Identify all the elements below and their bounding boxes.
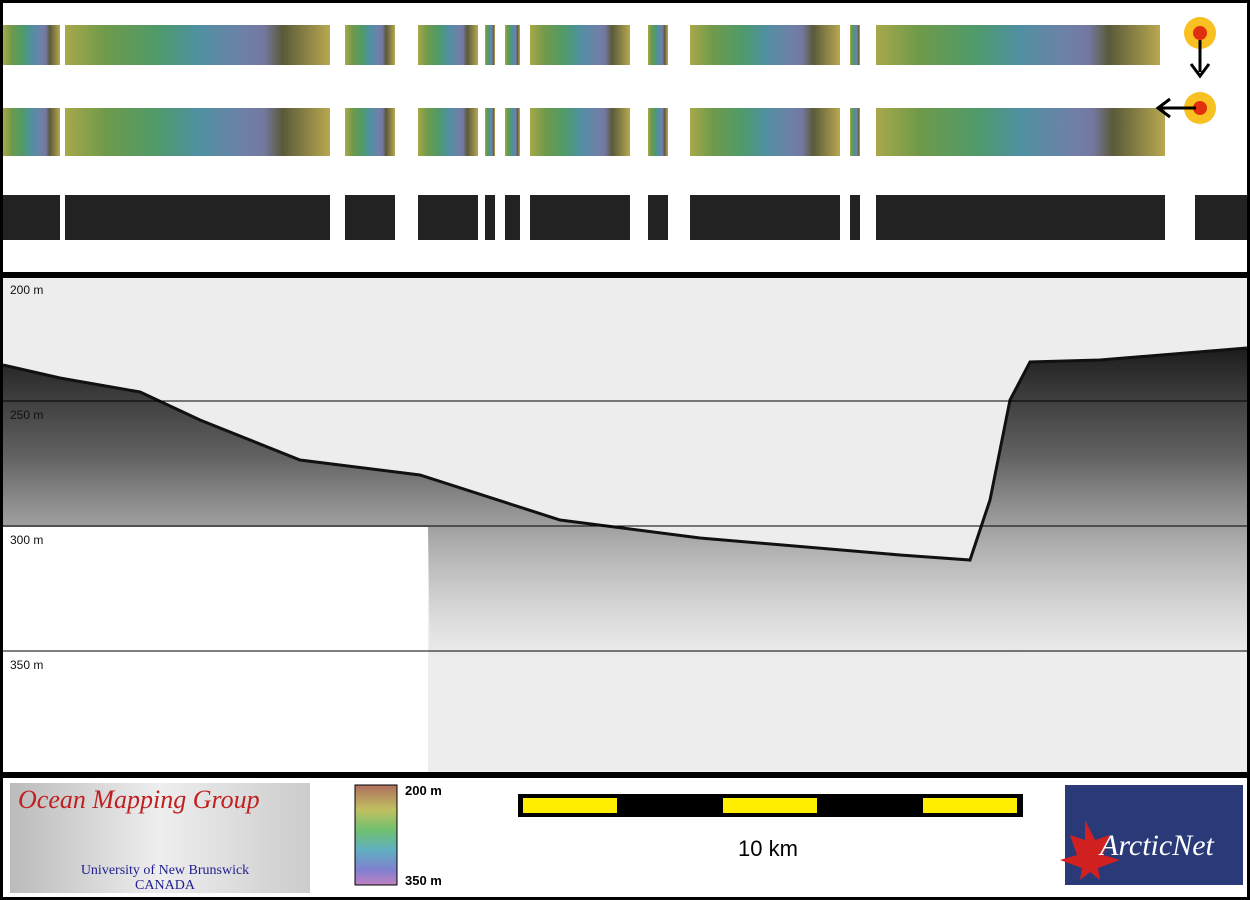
swath-segment — [3, 195, 60, 240]
swath-segment — [648, 195, 668, 240]
swath-segment — [418, 25, 478, 65]
colorbar — [354, 784, 398, 886]
arcticnet-text: ArcticNet — [1098, 829, 1215, 862]
sun-markers — [1155, 17, 1216, 124]
maple-leaf — [1060, 820, 1120, 880]
swath-segment — [418, 108, 478, 156]
swath-segment — [485, 25, 495, 65]
swath-segment — [648, 108, 668, 156]
swath-segment — [690, 195, 840, 240]
echogram-blank — [3, 527, 428, 772]
depth-label: 250 m — [10, 408, 43, 422]
swath-segment — [690, 25, 840, 65]
swath-segment — [485, 195, 495, 240]
scale-bar — [518, 794, 1023, 817]
omg-title: Ocean Mapping Group — [18, 785, 260, 814]
swath-segment — [876, 108, 1165, 156]
swath-segment — [850, 108, 860, 156]
depth-label: 350 m — [10, 658, 43, 672]
swath-segment — [3, 25, 60, 65]
swath-segment — [418, 195, 478, 240]
omg-line2: CANADA — [135, 878, 196, 893]
swath-segment — [876, 25, 1160, 65]
swath-segment — [530, 108, 630, 156]
swath-segment — [690, 108, 840, 156]
omg-logo — [10, 783, 310, 893]
swath-segment — [345, 108, 395, 156]
swath-segment — [1195, 195, 1247, 240]
omg-line1: University of New Brunswick — [81, 863, 249, 878]
swath-segment — [65, 195, 330, 240]
swath-segment — [530, 25, 630, 65]
swath-segment — [345, 25, 395, 65]
swath-strips — [3, 25, 1247, 240]
colorbar-bottom-label: 350 m — [405, 873, 442, 888]
seafloor-return — [3, 348, 1247, 660]
swath-segment — [485, 108, 495, 156]
scale-label: 10 km — [738, 836, 798, 861]
depth-lines — [3, 400, 1247, 652]
swath-segment — [505, 108, 520, 156]
swath-segment — [850, 25, 860, 65]
swath-segment — [345, 195, 395, 240]
colorbar-top-label: 200 m — [405, 783, 442, 798]
swath-segment — [505, 195, 520, 240]
swath-segment — [850, 195, 860, 240]
swath-segment — [65, 25, 330, 65]
swath-segment — [3, 108, 60, 156]
swath-segment — [876, 195, 1165, 240]
swath-segment — [648, 25, 668, 65]
swath-segment — [505, 25, 520, 65]
depth-label: 300 m — [10, 533, 43, 547]
swath-segment — [65, 108, 330, 156]
depth-label: 200 m — [10, 283, 43, 297]
swath-segment — [530, 195, 630, 240]
